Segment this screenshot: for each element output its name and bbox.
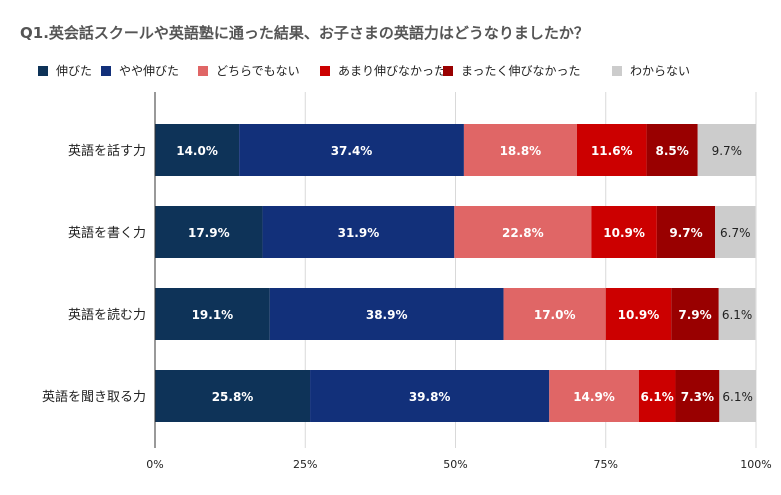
bar-segment (671, 288, 719, 340)
legend-swatch (612, 65, 622, 76)
data-label: 31.9% (338, 226, 380, 240)
legend-item: あまり伸びなかった (320, 62, 446, 79)
legend-item: どちらでもない (198, 62, 300, 79)
bar-segment (719, 370, 756, 422)
bar-segment (576, 124, 647, 176)
bar-segment (718, 288, 756, 340)
bar-segment (155, 370, 311, 422)
bar-segment (638, 370, 676, 422)
data-label: 6.7% (720, 226, 751, 240)
data-label: 38.9% (366, 308, 408, 322)
bar-segment (155, 124, 240, 176)
chart-title: Q1.英会話スクールや英語塾に通った結果、お子さまの英語力はどうなりましたか？ (20, 24, 589, 42)
legend-swatch (443, 65, 453, 76)
data-label: 14.0% (176, 144, 218, 158)
bar-segment (454, 206, 592, 258)
legend-label: わからない (630, 64, 691, 78)
data-label: 8.5% (656, 144, 689, 158)
data-label: 25.8% (212, 390, 254, 404)
data-label: 19.1% (192, 308, 234, 322)
legend-label: あまり伸びなかった (338, 64, 447, 78)
category-label: 英語を読む力 (68, 307, 146, 323)
bar-segment (310, 370, 550, 422)
data-label: 17.0% (534, 308, 576, 322)
data-label: 22.8% (502, 226, 544, 240)
x-tick-label: 100% (740, 458, 771, 471)
bar-segment (646, 124, 698, 176)
bar-segment (269, 288, 504, 340)
bar-segment (715, 206, 756, 258)
data-label: 10.9% (618, 308, 660, 322)
bar-segment (262, 206, 455, 258)
legend-label: まったく伸びなかった (461, 64, 581, 78)
legend-swatch (101, 65, 111, 76)
legend-swatch (198, 65, 208, 76)
legend-label: どちらでもない (216, 64, 300, 78)
data-label: 6.1% (640, 390, 673, 404)
data-label: 11.6% (591, 144, 633, 158)
legend-swatch (320, 65, 330, 76)
bar-segment (239, 124, 464, 176)
bar-segment (697, 124, 756, 176)
data-label: 37.4% (331, 144, 373, 158)
data-label: 6.1% (722, 390, 753, 404)
data-label: 14.9% (573, 390, 615, 404)
data-label: 7.3% (681, 390, 714, 404)
bar-segment (549, 370, 639, 422)
legend-item: わからない (612, 62, 690, 79)
category-label: 英語を書く力 (68, 225, 146, 241)
bar-segment (463, 124, 577, 176)
bar-segment (656, 206, 716, 258)
x-tick-label: 75% (594, 458, 618, 471)
category-label: 英語を聞き取る力 (42, 389, 146, 405)
legend-label: 伸びた (56, 64, 93, 78)
bar-segment (503, 288, 606, 340)
data-label: 7.9% (678, 308, 711, 322)
bar-segment (155, 206, 263, 258)
x-tick-label: 25% (293, 458, 317, 471)
x-tick-label: 50% (443, 458, 467, 471)
data-label: 17.9% (188, 226, 230, 240)
data-label: 10.9% (603, 226, 645, 240)
legend-item: 伸びた (38, 62, 92, 79)
data-label: 9.7% (712, 144, 743, 158)
x-tick-label: 0% (146, 458, 163, 471)
bar-segment (675, 370, 720, 422)
bar-segment (591, 206, 657, 258)
legend-swatch (38, 65, 48, 76)
legend-label: やや伸びた (119, 64, 180, 78)
legend-item: まったく伸びなかった (443, 62, 581, 79)
data-label: 9.7% (669, 226, 702, 240)
bar-segment (605, 288, 672, 340)
data-label: 18.8% (500, 144, 542, 158)
category-label: 英語を話す力 (68, 143, 146, 159)
bar-segment (155, 288, 270, 340)
legend-item: やや伸びた (101, 62, 179, 79)
data-label: 6.1% (722, 308, 753, 322)
data-label: 39.8% (409, 390, 451, 404)
